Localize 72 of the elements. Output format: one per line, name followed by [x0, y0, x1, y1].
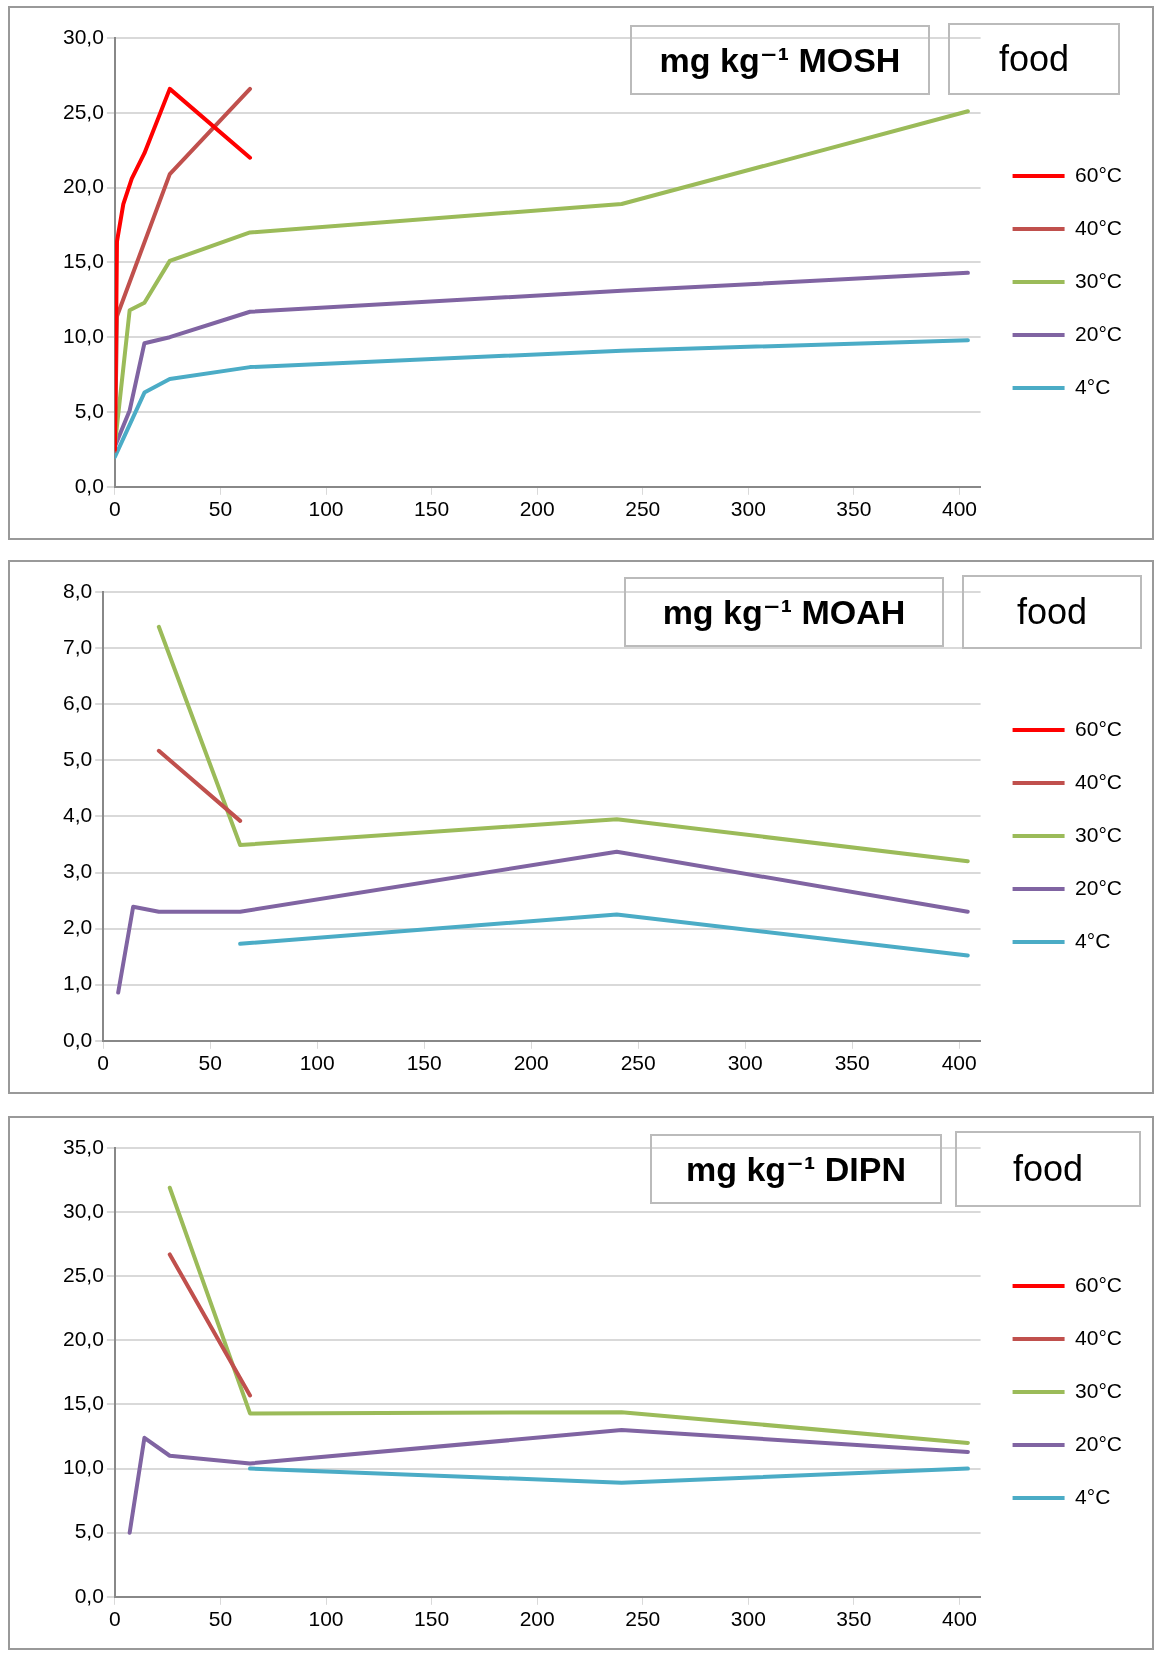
y-tick-label: 15,0 — [63, 1391, 104, 1415]
y-tick-label: 5,0 — [74, 1519, 104, 1543]
x-tick-label: 350 — [834, 1051, 870, 1075]
x-tick-label: 200 — [513, 1051, 549, 1075]
legend-label: 30°C — [1075, 822, 1122, 846]
x-tick-label: 300 — [730, 497, 766, 521]
legend-label: 30°C — [1075, 1378, 1122, 1402]
y-tick-label: 8,0 — [62, 578, 93, 602]
x-tick-label: 400 — [941, 1607, 977, 1631]
legend-label: 20°C — [1075, 321, 1122, 345]
y-tick-label: 25,0 — [63, 1263, 104, 1287]
x-tick-label: 0 — [97, 1051, 110, 1075]
x-tick-label: 0 — [109, 1607, 121, 1631]
x-tick-label: 250 — [625, 497, 661, 521]
y-tick-label: 4,0 — [62, 803, 93, 827]
y-tick-label: 0,0 — [62, 1027, 93, 1051]
y-tick-label: 6,0 — [62, 691, 93, 714]
legend-label: 60°C — [1075, 162, 1122, 186]
y-tick-label: 30,0 — [63, 1198, 104, 1222]
y-tick-label: 10,0 — [63, 324, 104, 347]
legend-label: 4°C — [1075, 374, 1111, 398]
x-tick-label: 300 — [730, 1607, 766, 1631]
x-tick-label: 50 — [208, 1607, 233, 1631]
x-tick-label: 150 — [406, 1051, 442, 1075]
y-tick-label: 30,0 — [63, 24, 104, 48]
x-tick-label: 150 — [414, 497, 450, 521]
chart-title: mg kg⁻¹ MOSH — [630, 25, 930, 95]
x-tick-label: 0 — [109, 497, 121, 521]
x-tick-label: 50 — [198, 1051, 222, 1075]
legend-label: 40°C — [1075, 1325, 1122, 1349]
legend-label: 40°C — [1075, 769, 1122, 793]
y-tick-label: 1,0 — [62, 971, 93, 995]
x-tick-label: 150 — [414, 1607, 450, 1631]
legend-label: 40°C — [1075, 215, 1122, 239]
x-tick-label: 250 — [620, 1051, 656, 1075]
chart-title: mg kg⁻¹ MOAH — [624, 577, 944, 647]
legend-label: 4°C — [1075, 1484, 1111, 1508]
y-tick-label: 15,0 — [63, 249, 104, 273]
y-tick-label: 20,0 — [63, 174, 104, 198]
y-tick-label: 25,0 — [63, 99, 104, 123]
legend-label: 60°C — [1075, 1272, 1122, 1296]
y-tick-label: 0,0 — [74, 473, 104, 497]
x-tick-label: 200 — [519, 1607, 555, 1631]
y-tick-label: 5,0 — [62, 747, 93, 771]
legend-label: 60°C — [1075, 716, 1122, 740]
x-tick-label: 50 — [208, 497, 233, 521]
y-tick-label: 10,0 — [63, 1455, 104, 1479]
x-tick-label: 350 — [836, 497, 872, 521]
chart-title: mg kg⁻¹ DIPN — [650, 1134, 942, 1204]
y-tick-label: 20,0 — [63, 1327, 104, 1351]
y-tick-label: 5,0 — [74, 398, 104, 422]
x-tick-label: 400 — [941, 497, 977, 521]
y-tick-label: 35,0 — [63, 1134, 104, 1158]
legend-label: 20°C — [1075, 875, 1122, 899]
x-tick-label: 200 — [519, 497, 555, 521]
y-tick-label: 3,0 — [62, 859, 93, 883]
x-tick-label: 100 — [308, 497, 344, 521]
legend-label: 20°C — [1075, 1431, 1122, 1455]
x-tick-label: 350 — [836, 1607, 872, 1631]
legend-label: 4°C — [1075, 928, 1111, 952]
text: food — [948, 23, 1120, 95]
x-tick-label: 250 — [625, 1607, 661, 1631]
y-tick-label: 7,0 — [62, 634, 93, 658]
text: food — [962, 575, 1142, 649]
x-tick-label: 100 — [308, 1607, 344, 1631]
y-tick-label: 0,0 — [74, 1583, 104, 1607]
x-tick-label: 400 — [941, 1051, 977, 1075]
legend-label: 30°C — [1075, 268, 1122, 292]
x-tick-label: 300 — [727, 1051, 763, 1075]
y-tick-label: 2,0 — [62, 915, 93, 939]
x-tick-label: 100 — [299, 1051, 335, 1075]
text: food — [955, 1131, 1141, 1207]
